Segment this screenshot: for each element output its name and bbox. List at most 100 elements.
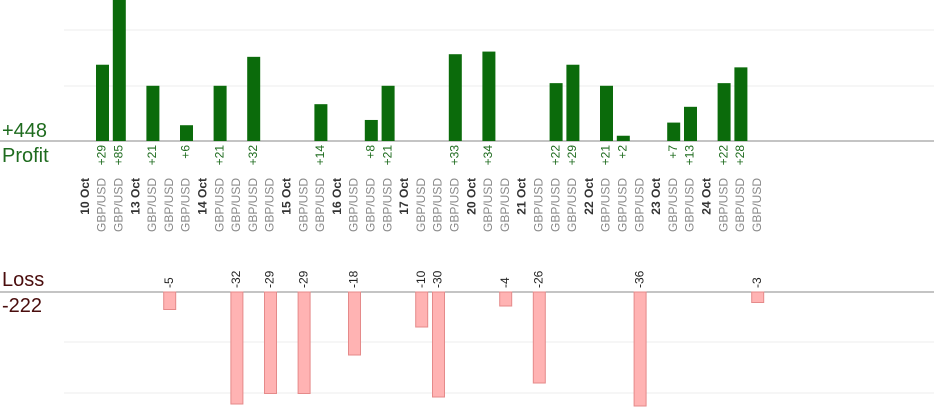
loss-value-label: -18 <box>347 270 361 288</box>
pair-label: GBP/USD <box>498 178 512 232</box>
loss-bar <box>751 291 765 303</box>
loss-bar <box>264 291 277 394</box>
profit-value-label: +34 <box>481 145 495 166</box>
profit-value-label: +13 <box>683 145 697 166</box>
pair-label: GBP/USD <box>632 178 646 232</box>
pair-label: GBP/USD <box>615 178 629 232</box>
profit-bar <box>213 85 227 141</box>
pair-label: GBP/USD <box>548 178 562 232</box>
profit-value-label: +28 <box>733 145 747 166</box>
loss-value-label: -5 <box>162 277 176 288</box>
loss-value-label: -26 <box>531 270 545 288</box>
loss-bar <box>432 291 445 398</box>
loss-total: -222 <box>2 295 43 317</box>
profit-bar <box>146 85 160 141</box>
profit-bar <box>684 106 697 141</box>
pair-label: GBP/USD <box>565 178 579 232</box>
pair-label: GBP/USD <box>733 178 747 232</box>
profit-bar <box>381 85 395 141</box>
date-label: 14 Oct <box>195 178 209 215</box>
profit-value-label: +7 <box>666 145 680 159</box>
loss-bar <box>499 291 513 307</box>
loss-bar <box>163 291 177 310</box>
loss-value-label: -4 <box>498 277 512 288</box>
pair-label: GBP/USD <box>246 178 260 232</box>
profit-bar <box>448 54 462 141</box>
profit-value-label: +33 <box>447 145 461 166</box>
profit-bar <box>734 67 748 141</box>
profit-value-label: +8 <box>363 145 377 159</box>
loss-value-label: -32 <box>229 270 243 288</box>
profit-value-label: +14 <box>313 145 327 166</box>
loss-bar <box>297 291 311 394</box>
trade-bars <box>96 0 765 407</box>
pair-label: GBP/USD <box>414 178 428 232</box>
loss-bar <box>415 291 429 328</box>
profit-bar <box>600 85 613 141</box>
loss-value-label: -30 <box>431 270 445 288</box>
loss-bar <box>348 291 361 356</box>
pair-label: GBP/USD <box>229 178 243 232</box>
date-label: 20 Oct <box>464 178 478 215</box>
profit-value-label: +29 <box>95 145 109 166</box>
date-label: 17 Oct <box>397 178 411 215</box>
pair-label: GBP/USD <box>431 178 445 232</box>
pair-label: GBP/USD <box>599 178 613 232</box>
profit-value-label: +22 <box>548 145 562 166</box>
profit-bar <box>180 125 193 141</box>
profit-bar <box>667 122 681 141</box>
date-label: 24 Oct <box>699 178 713 215</box>
profit-value-label: +6 <box>179 145 193 159</box>
loss-bar <box>230 291 244 405</box>
profit-bar <box>566 64 580 141</box>
pair-label: GBP/USD <box>179 178 193 232</box>
pair-label: GBP/USD <box>111 178 125 232</box>
pair-label: GBP/USD <box>347 178 361 232</box>
pair-label: GBP/USD <box>481 178 495 232</box>
pair-label: GBP/USD <box>145 178 159 232</box>
pair-label: GBP/USD <box>363 178 377 232</box>
loss-bar <box>633 291 647 407</box>
profit-bar <box>96 64 109 141</box>
profit-value-label: +21 <box>380 145 394 166</box>
loss-value-label: -29 <box>296 270 310 288</box>
profit-bar <box>717 83 731 141</box>
pair-label: GBP/USD <box>531 178 545 232</box>
profit-bar <box>247 56 261 142</box>
profit-value-label: +29 <box>565 145 579 166</box>
pair-label: GBP/USD <box>296 178 310 232</box>
profit-value-label: +21 <box>145 145 159 166</box>
pair-label: GBP/USD <box>313 178 327 232</box>
date-label: 15 Oct <box>279 178 293 215</box>
pair-label: GBP/USD <box>683 178 697 232</box>
loss-bar <box>532 291 546 384</box>
loss-label: Loss <box>2 269 45 291</box>
profit-label: Profit <box>2 145 49 167</box>
pair-label: GBP/USD <box>212 178 226 232</box>
date-label: 22 Oct <box>582 178 596 215</box>
profit-bar <box>549 83 563 141</box>
profit-value-label: +22 <box>716 145 730 166</box>
date-label: 21 Oct <box>515 178 529 215</box>
date-label: 16 Oct <box>330 178 344 215</box>
loss-value-label: -3 <box>750 277 764 288</box>
pair-label: GBP/USD <box>380 178 394 232</box>
loss-value-label: -29 <box>263 270 277 288</box>
pair-label: GBP/USD <box>95 178 109 232</box>
pair-label: GBP/USD <box>750 178 764 232</box>
pair-label: GBP/USD <box>716 178 730 232</box>
profit-value-label: +85 <box>111 145 125 166</box>
profit-value-label: +2 <box>615 145 629 159</box>
profit-bar <box>112 0 126 141</box>
pair-label: GBP/USD <box>162 178 176 232</box>
loss-value-label: -10 <box>414 270 428 288</box>
profit-bar <box>314 104 328 141</box>
loss-value-label: -36 <box>632 270 646 288</box>
profit-bar <box>616 135 630 141</box>
profit-value-label: +21 <box>599 145 613 166</box>
profit-total: +448 <box>2 120 48 142</box>
date-label: 10 Oct <box>78 178 92 215</box>
pair-label: GBP/USD <box>263 178 277 232</box>
